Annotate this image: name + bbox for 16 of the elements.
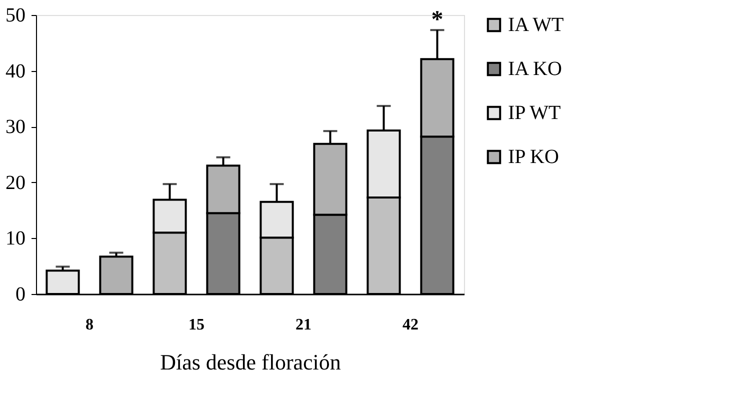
y-tick-label: 30: [6, 116, 26, 138]
x-tick-label: 8: [86, 316, 94, 334]
y-tick-label: 0: [16, 284, 26, 306]
legend-label: IP WT: [508, 102, 561, 124]
x-tick-label: 15: [188, 316, 204, 334]
y-tick-label: 10: [6, 228, 26, 250]
y-tick-label: 40: [6, 60, 26, 82]
y-tick-label: 50: [6, 4, 26, 26]
annotation: *: [431, 7, 444, 34]
legend-label: IA KO: [508, 58, 562, 80]
x-tick-label: 42: [402, 316, 418, 334]
x-axis-title: Días desde floración: [160, 350, 341, 374]
legend-label: IA WT: [508, 14, 564, 36]
legend-label: IP KO: [508, 146, 559, 168]
x-tick-label: 21: [296, 316, 312, 334]
y-tick-label: 20: [6, 172, 26, 194]
